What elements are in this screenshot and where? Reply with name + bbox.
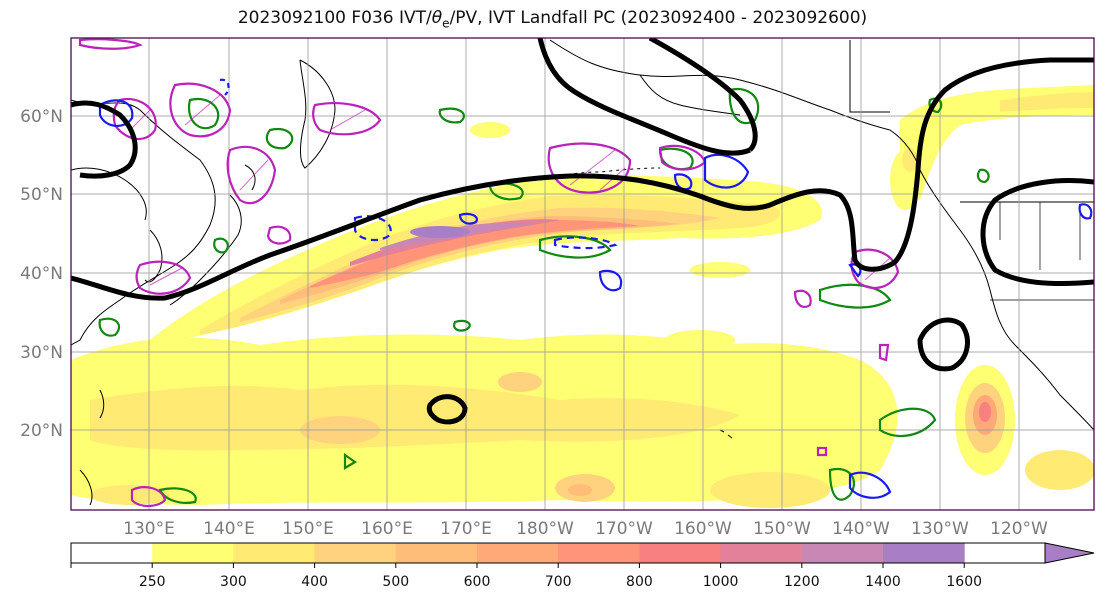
lon-label: 160°E [361,519,413,539]
lat-label: 60°N [20,107,63,127]
colorbar-tick-label: 300 [220,574,247,590]
colorbar-segment [639,543,722,563]
colorbar-ticks: 250 300 400 500 600 700 800 1000 1200 1400 1600 [70,563,982,590]
lat-label: 50°N [20,185,63,205]
chart-title: 2023092100 F036 IVT/θe/PV, IVT Landfall … [237,8,868,31]
coastlines [71,39,1094,506]
lon-label: 120°W [990,519,1048,539]
colorbar-tick-label: 600 [464,574,491,590]
colorbar-tick-label: 1200 [784,574,820,590]
lon-label: 130°W [911,519,969,539]
ivt-shading [71,85,1094,508]
colorbar-segment [233,543,316,563]
colorbar-segment [152,543,234,563]
colorbar-segment [395,543,478,563]
colorbar-segment [558,543,640,563]
colorbar-tick-label: 800 [626,574,653,590]
lon-label: 140°W [832,519,890,539]
lon-label: 150°E [282,519,334,539]
lon-label: 130°E [123,519,175,539]
colorbar-tick-label: 1400 [865,574,901,590]
colorbar: 250 300 400 500 600 700 800 1000 1200 1400 1600 [70,542,1095,590]
colorbar-tick-label: 1600 [946,574,982,590]
lon-label: 180°W [516,519,574,539]
colorbar-tick-label: 500 [382,574,409,590]
lon-label: 150°W [753,519,811,539]
colorbar-segment [71,543,153,563]
lon-labels: 130°E 140°E 150°E 160°E 170°E 180°W 170°… [123,519,1048,539]
colorbar-segment [314,543,397,563]
colorbar-extend-arrow [1044,542,1095,564]
colorbar-tick-label: 1000 [703,574,739,590]
colorbar-tick-label: 700 [545,574,572,590]
lon-label: 140°E [203,519,255,539]
lon-label: 170°W [595,519,653,539]
colorbar-segment [801,543,884,563]
lon-label: 170°E [440,519,492,539]
theta-e-contours [71,38,1094,425]
lat-labels: 60°N 50°N 40°N 30°N 20°N [20,107,63,441]
lon-label: 160°W [674,519,732,539]
colorbar-tick-label: 400 [301,574,328,590]
colorbar-segment [477,543,559,563]
colorbar-tick-label: 250 [139,574,166,590]
lat-label: 40°N [20,264,63,284]
lat-label: 20°N [20,421,63,441]
colorbar-segment [720,543,803,563]
plot-frame [70,37,1095,511]
lat-label: 30°N [20,343,63,363]
colorbar-segments [71,543,965,563]
colorbar-segment [883,543,965,563]
green-contours [98,87,990,504]
